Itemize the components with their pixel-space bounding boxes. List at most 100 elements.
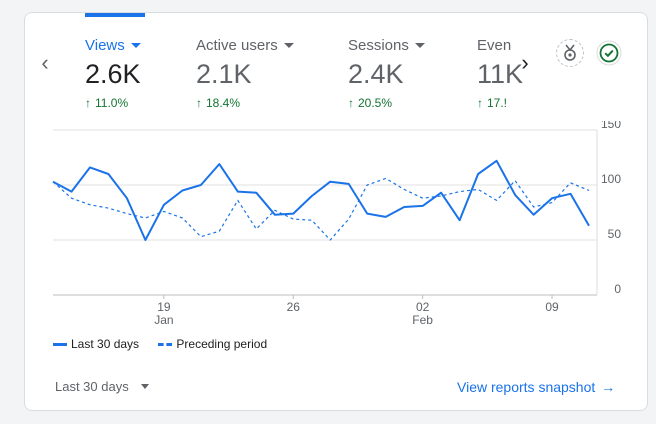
data-point [143, 238, 147, 242]
metric-change: 20.5% [358, 96, 393, 110]
data-point [236, 198, 240, 202]
snapshot-link-label: View reports snapshot [457, 379, 596, 395]
metric-change: 11.0% [95, 96, 129, 110]
caret-down-icon [140, 384, 149, 389]
metric-value: 2.6K [85, 59, 141, 89]
data-point [125, 211, 129, 215]
data-point [531, 205, 535, 209]
caret-down-icon[interactable] [414, 43, 425, 48]
data-point [217, 229, 221, 233]
y-tick-label: 50 [608, 227, 622, 241]
metric-name: Active users [196, 37, 278, 54]
data-point [402, 205, 406, 209]
legend-label: Last 30 days [71, 337, 140, 351]
data-point [273, 208, 277, 212]
x-tick-month-label: Feb [412, 313, 433, 327]
data-point [199, 183, 203, 187]
data-point [568, 181, 572, 185]
metric-value: 2.4K [348, 59, 404, 89]
data-point [254, 191, 258, 195]
metric-tab-events[interactable]: Even 11K ↑ 17.! [477, 13, 535, 123]
caret-down-icon[interactable] [283, 43, 294, 48]
data-point [125, 196, 129, 200]
data-point [494, 198, 498, 202]
arrow-right-icon: → [601, 379, 616, 395]
data-point [180, 216, 184, 220]
arrow-up-icon: ↑ [85, 96, 91, 110]
arrow-up-icon: ↑ [348, 96, 354, 110]
x-tick-label: 09 [545, 300, 559, 314]
legend-item-previous: Preceding period [158, 337, 267, 351]
chevron-left-icon[interactable]: ‹ [41, 50, 49, 75]
data-point [291, 211, 295, 215]
data-point [457, 218, 461, 222]
data-point [439, 194, 443, 198]
date-range-label: Last 30 days [55, 379, 129, 394]
metric-value: 11K [477, 59, 524, 89]
metric-tab-views[interactable]: Views 2.6K ↑ 11.0% [85, 13, 185, 123]
legend-item-current: Last 30 days [53, 337, 139, 351]
data-point [236, 189, 240, 193]
chevron-right-icon[interactable]: › [521, 50, 529, 75]
data-point [69, 189, 73, 193]
data-point [587, 224, 591, 228]
data-point [383, 215, 387, 219]
active-tab-indicator [85, 13, 145, 17]
dashed-line-swatch [158, 343, 173, 347]
view-reports-snapshot-link[interactable]: View reports snapshot → [457, 379, 615, 395]
data-point [310, 194, 314, 198]
data-point [513, 193, 517, 197]
caret-down-icon[interactable] [130, 43, 141, 48]
data-point [513, 178, 517, 182]
data-point [587, 188, 591, 192]
legend-label: Preceding period [176, 337, 268, 351]
data-point [383, 176, 387, 180]
data-point [328, 180, 332, 184]
insights-icon[interactable] [556, 39, 584, 67]
data-point [365, 211, 369, 215]
data-point [365, 183, 369, 187]
data-point [199, 235, 203, 239]
data-point [550, 196, 554, 200]
data-point [476, 187, 480, 191]
metric-change: 17.! [487, 96, 508, 110]
data-point [310, 218, 314, 222]
data-point [162, 209, 166, 213]
solid-line-swatch [53, 343, 67, 347]
check-circle-icon[interactable] [595, 39, 623, 67]
data-point [51, 180, 55, 184]
data-point [106, 172, 110, 176]
data-point [420, 196, 424, 200]
data-point [291, 217, 295, 221]
data-point [328, 238, 332, 242]
data-point [162, 203, 166, 207]
series-line-preceding-period [52, 177, 590, 241]
metric-tab-sessions[interactable]: Sessions 2.4K ↑ 20.5% [348, 13, 468, 123]
metric-change: 18.4% [206, 96, 241, 110]
data-point [180, 188, 184, 192]
metric-tab-active-users[interactable]: Active users 2.1K ↑ 18.4% [196, 13, 316, 123]
date-range-dropdown[interactable]: Last 30 days [55, 379, 149, 394]
metric-name: Sessions [348, 37, 409, 54]
data-point [402, 187, 406, 191]
data-point [347, 182, 351, 186]
metric-name: Even [477, 37, 512, 54]
metric-value: 2.1K [196, 59, 252, 89]
data-point [457, 189, 461, 193]
data-point [88, 165, 92, 169]
metrics-tabs: Views 2.6K ↑ 11.0% Active users 2.1K ↑ 18.… [85, 13, 535, 133]
data-point [476, 172, 480, 176]
x-tick-label: 26 [287, 300, 301, 314]
data-point [531, 213, 535, 217]
x-tick-month-label: Jan [154, 313, 173, 327]
data-point [568, 192, 572, 196]
overview-card: ‹ Views 2.6K ↑ 11.0% Active users 2.1K ↑ 1… [24, 12, 648, 411]
x-tick-label: 19 [157, 300, 171, 314]
arrow-up-icon: ↑ [196, 96, 202, 110]
y-tick-label: 100 [601, 172, 621, 186]
y-tick-label: 150 [601, 121, 621, 131]
x-tick-label: 02 [416, 300, 430, 314]
data-point [143, 216, 147, 220]
data-point [494, 159, 498, 163]
